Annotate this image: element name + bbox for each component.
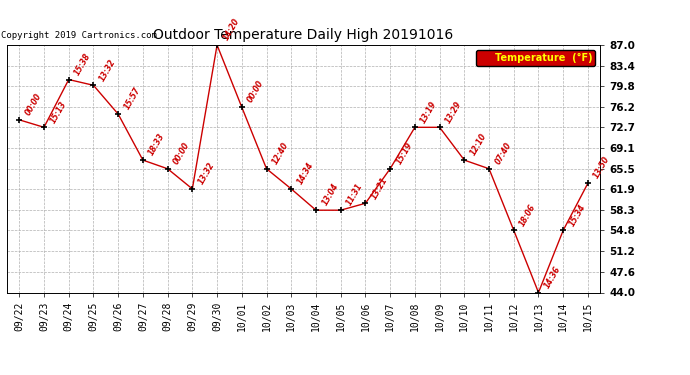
Text: 11:31: 11:31 (345, 182, 364, 207)
Text: 00:00: 00:00 (172, 141, 192, 166)
Text: 13:04: 13:04 (320, 182, 340, 207)
Text: 15:19: 15:19 (394, 141, 414, 166)
Text: 00:00: 00:00 (23, 92, 43, 117)
Text: 15:38: 15:38 (73, 51, 92, 77)
Title: Outdoor Temperature Daily High 20191016: Outdoor Temperature Daily High 20191016 (153, 28, 454, 42)
Text: 12:40: 12:40 (270, 141, 290, 166)
Text: 13:50: 13:50 (592, 155, 612, 180)
Text: 13:21: 13:21 (370, 175, 389, 201)
Text: 15:34: 15:34 (567, 202, 587, 228)
Text: 13:29: 13:29 (444, 99, 464, 124)
Legend: Temperature  (°F): Temperature (°F) (476, 50, 595, 66)
Text: 13:32: 13:32 (97, 57, 117, 82)
Text: 15:13: 15:13 (48, 99, 68, 124)
Text: 15:57: 15:57 (122, 86, 142, 111)
Text: 07:40: 07:40 (493, 141, 513, 166)
Text: 12:10: 12:10 (469, 132, 489, 158)
Text: 14:36: 14:36 (542, 264, 562, 290)
Text: 14:34: 14:34 (295, 161, 315, 186)
Text: 14:20: 14:20 (221, 17, 241, 42)
Text: 00:00: 00:00 (246, 79, 266, 104)
Text: Copyright 2019 Cartronics.com: Copyright 2019 Cartronics.com (1, 31, 157, 40)
Text: 18:06: 18:06 (518, 202, 538, 228)
Text: 13:32: 13:32 (197, 161, 216, 186)
Text: 18:33: 18:33 (147, 132, 167, 158)
Text: 13:19: 13:19 (419, 99, 439, 124)
